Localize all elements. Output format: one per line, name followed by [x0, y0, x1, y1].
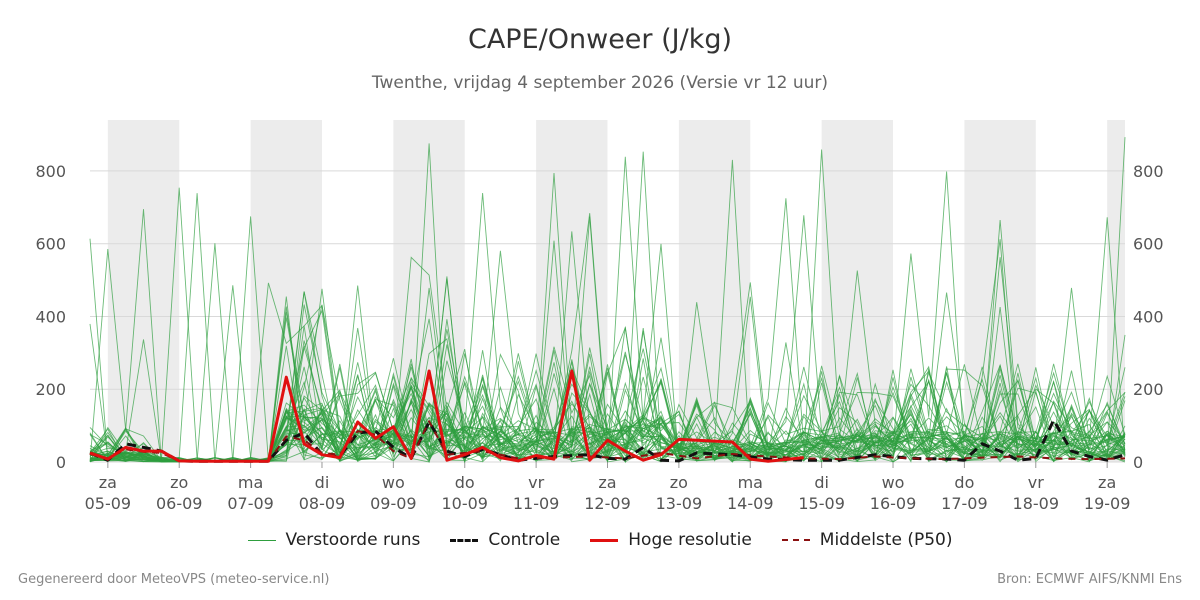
legend-swatch-ensemble	[247, 539, 276, 541]
chart-subtitle: Twenthe, vrijdag 4 september 2026 (Versi…	[371, 73, 829, 93]
x-tick-date: 12-09	[584, 494, 631, 513]
chart-title: CAPE/Onweer (J/kg)	[467, 24, 732, 55]
y-tick-label-left: 800	[35, 162, 66, 181]
x-tick-day: do	[455, 473, 475, 492]
x-tick-day: wo	[882, 473, 905, 492]
x-tick-date: 07-09	[227, 494, 274, 513]
legend-swatch-high-res	[590, 538, 619, 542]
legend-swatch-median	[781, 539, 810, 541]
x-tick-day: za	[1098, 473, 1116, 492]
footer-generated-by: Gegenereerd door MeteoVPS (meteo-service…	[18, 572, 330, 587]
x-tick-day: vr	[1028, 473, 1044, 492]
y-tick-label-right: 400	[1133, 307, 1164, 326]
legend-label-median: Middelste (P50)	[819, 530, 953, 550]
y-tick-label-left: 0	[56, 453, 66, 472]
x-tick-day: zo	[170, 473, 188, 492]
x-tick-day: zo	[670, 473, 688, 492]
x-tick-date: 18-09	[1013, 494, 1060, 513]
legend-item-median: Middelste (P50)	[781, 530, 953, 550]
y-tick-label-left: 200	[35, 380, 66, 399]
legend-label-ensemble: Verstoorde runs	[285, 530, 421, 550]
legend-item-control: Controle	[450, 530, 560, 550]
x-tick-date: 13-09	[656, 494, 703, 513]
y-tick-label-right: 200	[1133, 380, 1164, 399]
x-tick-day: wo	[382, 473, 405, 492]
x-tick-date: 16-09	[870, 494, 917, 513]
x-tick-day: do	[954, 473, 974, 492]
legend-item-ensemble: Verstoorde runs	[247, 530, 421, 550]
y-tick-label-left: 600	[35, 235, 66, 254]
x-tick-date: 15-09	[798, 494, 845, 513]
y-tick-label-right: 800	[1133, 162, 1164, 181]
x-tick-day: di	[315, 473, 330, 492]
x-tick-date: 09-09	[370, 494, 417, 513]
shaded-band	[964, 120, 1036, 462]
y-tick-label-left: 400	[35, 307, 66, 326]
x-tick-date: 10-09	[441, 494, 488, 513]
legend-swatch-control	[450, 538, 479, 542]
ensemble-member-line	[89, 309, 1126, 463]
x-tick-date: 06-09	[156, 494, 203, 513]
x-tick-date: 05-09	[85, 494, 132, 513]
series-line-high-res	[89, 369, 804, 463]
x-tick-date: 19-09	[1084, 494, 1131, 513]
footer-source: Bron: ECMWF AIFS/KNMI Ens	[997, 572, 1182, 587]
x-tick-day: ma	[238, 473, 263, 492]
x-tick-day: za	[99, 473, 117, 492]
x-tick-date: 08-09	[299, 494, 346, 513]
y-tick-label-right: 0	[1133, 453, 1143, 472]
x-tick-day: ma	[738, 473, 763, 492]
legend-label-high-res: Hoge resolutie	[628, 530, 752, 550]
legend-label-control: Controle	[488, 530, 561, 550]
x-tick-date: 17-09	[941, 494, 988, 513]
x-tick-date: 14-09	[727, 494, 774, 513]
shaded-band	[107, 120, 180, 462]
x-tick-day: za	[598, 473, 616, 492]
legend-item-high-res: Hoge resolutie	[590, 530, 752, 550]
shaded-band	[250, 120, 322, 462]
x-tick-date: 11-09	[513, 494, 560, 513]
y-tick-label-right: 600	[1133, 235, 1164, 254]
x-tick-day: vr	[528, 473, 544, 492]
legend: Verstoorde runs Controle Hoge resolutie …	[0, 530, 1200, 550]
x-tick-day: di	[814, 473, 829, 492]
